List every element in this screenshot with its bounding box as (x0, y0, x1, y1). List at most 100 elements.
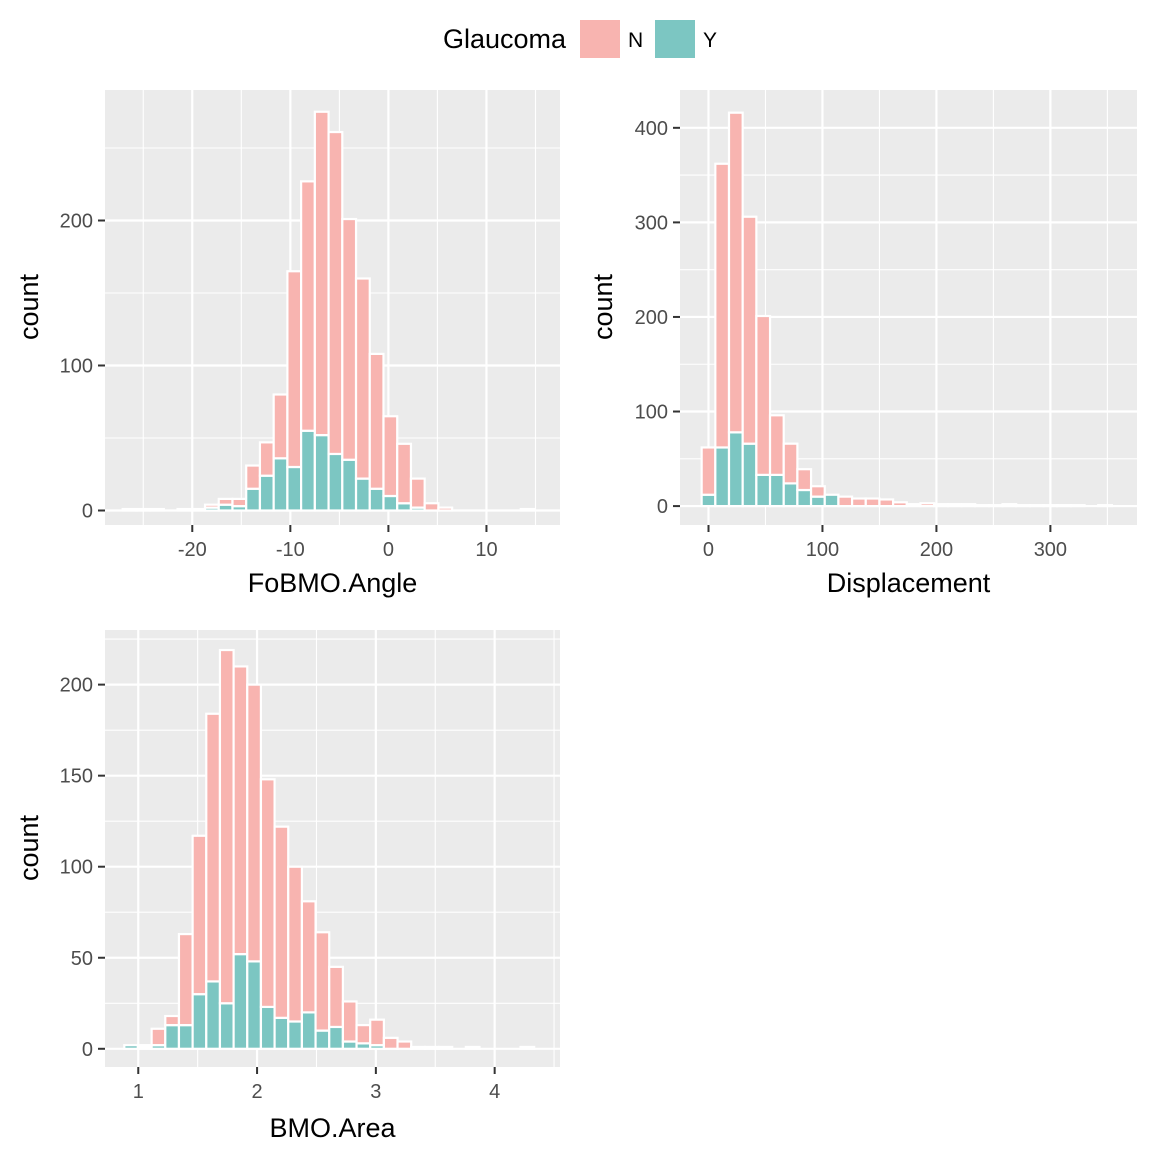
y-axis-title: count (588, 273, 618, 340)
bar-n (974, 504, 990, 508)
bar-y (727, 431, 744, 508)
bar-n (286, 270, 303, 469)
bar-n (328, 965, 344, 1029)
y-tick-label: 400 (635, 118, 668, 140)
bar-n (287, 865, 304, 1023)
bar-y (205, 980, 222, 1050)
bar-n (796, 468, 813, 492)
bar-y (382, 494, 399, 512)
bar-n (300, 180, 316, 432)
x-tick-label: 1 (133, 1081, 144, 1103)
bar-n (327, 130, 344, 456)
bar-n (892, 501, 908, 508)
bar-n (741, 215, 758, 445)
bar-n (864, 497, 881, 508)
bar-n (714, 162, 731, 449)
legend: Glaucoma N Y (443, 20, 717, 58)
bar-n (1028, 504, 1045, 508)
bar-n (368, 352, 385, 490)
y-tick-label: 200 (635, 307, 668, 329)
legend-swatch-y (655, 20, 695, 58)
bar-y (354, 477, 371, 512)
bar-y (768, 473, 785, 508)
bar-y (782, 482, 799, 508)
bar-n (259, 778, 276, 1009)
bar-y (232, 953, 249, 1050)
bar-y (246, 960, 263, 1050)
bar-n (314, 931, 331, 1032)
bar-n (410, 1045, 426, 1050)
bar-n (203, 503, 220, 509)
y-axis-title: count (14, 273, 44, 340)
bar-y (218, 1002, 235, 1050)
bar-n (382, 415, 399, 498)
bar-y (741, 442, 758, 508)
bar-n (273, 825, 290, 1019)
histogram-panel-displacement: 0 100 200 300 0 100 200 300 400 Displacement count (588, 90, 1137, 598)
bar-n (177, 932, 194, 1027)
bar-n (850, 497, 867, 508)
bar-n (217, 497, 234, 506)
bar-n (382, 1036, 399, 1050)
bar-y (123, 1044, 140, 1050)
bar-n (300, 900, 317, 1014)
bar-n (437, 506, 454, 512)
x-tick-label: 10 (475, 539, 497, 561)
bar-y (273, 1016, 290, 1050)
bar-y (245, 487, 262, 512)
y-tick-label: 200 (60, 211, 93, 233)
y-tick-label: 100 (635, 402, 668, 424)
bar-n (423, 502, 440, 512)
bar-n (1097, 504, 1114, 508)
y-tick-label: 0 (82, 501, 93, 523)
bar-n (905, 503, 922, 508)
bar-n (135, 507, 152, 512)
bar-n (396, 442, 413, 505)
bar-n (919, 502, 936, 508)
y-tick-label: 200 (60, 675, 93, 697)
x-tick-label: 4 (489, 1081, 500, 1103)
bar-y (714, 446, 731, 508)
bar-n (409, 477, 426, 509)
bar-n (231, 497, 248, 508)
bar-n (837, 495, 854, 508)
bar-n (313, 110, 330, 437)
bar-n (464, 1045, 481, 1050)
bar-n (341, 1000, 358, 1043)
bar-n (768, 414, 785, 476)
x-tick-label: -10 (276, 539, 305, 561)
legend-label-n: N (628, 29, 643, 52)
bar-y (341, 458, 358, 512)
x-axis-title: BMO.Area (269, 1113, 396, 1143)
histogram-panel-bmo-area: 1 2 3 4 0 50 100 150 200 BMO.Area count (14, 630, 560, 1143)
x-tick-label: 300 (1034, 539, 1067, 561)
bar-y (327, 452, 344, 512)
bar-y (700, 493, 717, 508)
y-tick-label: 50 (71, 948, 93, 970)
bar-n (354, 277, 371, 480)
bar-n (218, 648, 235, 1005)
bar-y (328, 1025, 344, 1050)
bar-n (205, 712, 222, 983)
bar-y (314, 1029, 331, 1050)
y-tick-label: 150 (60, 766, 93, 788)
x-tick-label: 200 (920, 539, 953, 561)
bar-y (313, 434, 330, 512)
bar-n (191, 834, 208, 996)
bar-n (121, 507, 138, 512)
bar-n (1015, 504, 1031, 508)
bar-y (191, 993, 208, 1050)
y-tick-label: 0 (657, 496, 668, 518)
bar-n (437, 1045, 454, 1050)
bar-n (1001, 503, 1018, 508)
bar-n (519, 1045, 536, 1050)
bar-n (519, 507, 536, 512)
bar-y (823, 493, 840, 508)
bar-n (1042, 504, 1059, 508)
x-tick-label: 0 (383, 539, 394, 561)
bar-n (1069, 504, 1086, 508)
bar-n (176, 507, 193, 512)
bar-y (259, 1005, 276, 1050)
bar-n (960, 503, 977, 508)
